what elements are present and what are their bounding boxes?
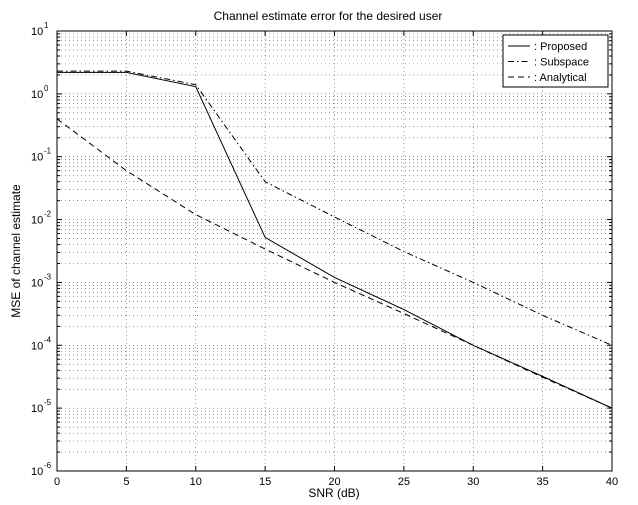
y-tick-label: 10-3 (31, 272, 52, 289)
series-lines (56, 70, 613, 409)
y-axis-label: MSE of channel estimate (9, 184, 23, 318)
y-tick-label-exponent: -6 (44, 461, 52, 470)
legend-label-1: : Proposed (534, 41, 587, 53)
y-tick-label-base: 10 (31, 26, 43, 38)
x-tick-label: 15 (259, 476, 271, 488)
y-tick-label-base: 10 (31, 403, 43, 415)
series-line-1 (57, 71, 613, 409)
y-tick-label-base: 10 (31, 152, 43, 164)
x-tick-labels: 0 5 10 15 20 25 30 35 40 (54, 476, 618, 488)
y-tick-label-base: 10 (31, 466, 43, 478)
x-tick-label: 25 (398, 476, 410, 488)
y-tick-label: 100 (31, 84, 49, 101)
legend-label-2: : Subspace (534, 57, 589, 69)
y-tick-label-exponent: -3 (44, 272, 52, 281)
ticks (56, 30, 613, 472)
y-tick-label: 10-2 (31, 210, 52, 227)
y-tick-label: 10-4 (31, 335, 52, 352)
x-tick-label: 5 (123, 476, 129, 488)
y-tick-label: 10-5 (31, 398, 52, 415)
y-tick-label-base: 10 (31, 277, 43, 289)
x-tick-label: 20 (328, 476, 340, 488)
y-tick-label-exponent: 1 (44, 21, 49, 30)
x-tick-label: 0 (54, 476, 60, 488)
x-tick-label: 30 (467, 476, 479, 488)
legend-label-3: : Analytical (534, 72, 587, 84)
legend-box (502, 34, 609, 88)
x-axis-label: SNR (dB) (308, 486, 359, 500)
y-tick-label: 101 (31, 21, 49, 38)
y-tick-label-base: 10 (31, 215, 43, 227)
y-tick-label-exponent: -5 (44, 398, 52, 407)
series-line-2 (57, 70, 613, 346)
legend: : Proposed : Subspace : Analytical (502, 34, 609, 88)
y-tick-label-base: 10 (31, 340, 43, 352)
series-line-3 (56, 118, 613, 409)
x-tick-label: 35 (537, 476, 549, 488)
y-tick-label: 10-6 (31, 461, 52, 478)
y-tick-label-exponent: 0 (44, 84, 49, 93)
grid (57, 31, 612, 471)
y-tick-label: 10-1 (31, 147, 52, 164)
y-tick-label-exponent: -4 (44, 335, 52, 344)
y-tick-label-base: 10 (31, 89, 43, 101)
x-tick-label: 10 (190, 476, 202, 488)
y-tick-label-exponent: -1 (44, 147, 52, 156)
y-tick-label-exponent: -2 (44, 210, 52, 219)
x-tick-label: 40 (606, 476, 618, 488)
chart-title: Channel estimate error for the desired u… (214, 9, 443, 23)
